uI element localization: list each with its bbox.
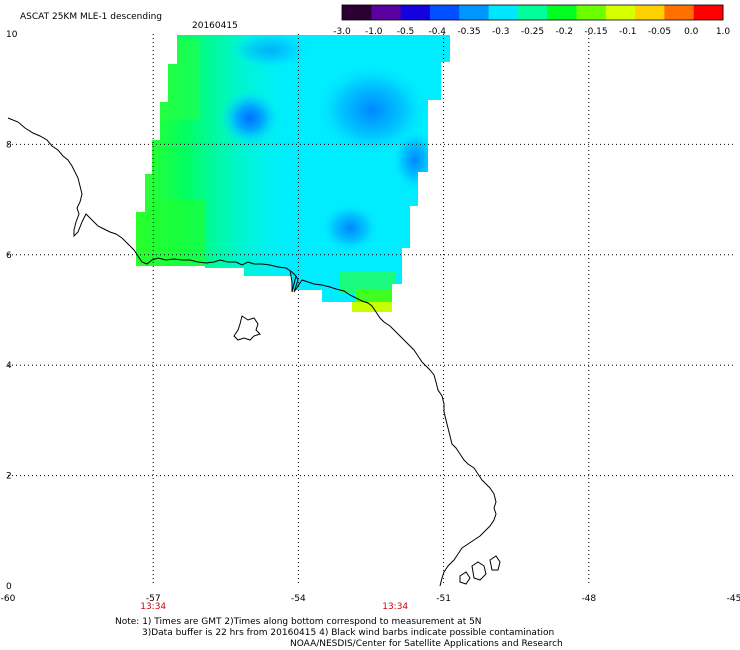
pass-time-label: 13:34 — [140, 602, 166, 612]
coastline-amazon-shoal-2 — [489, 555, 501, 571]
colorbar-swatch — [429, 5, 460, 20]
coastline-main — [7, 117, 497, 587]
pass-time-label: 13:34 — [382, 602, 408, 612]
note-line-1: Note: 1) Times are GMT 2)Times along bot… — [115, 617, 482, 627]
y-tick-label: 2 — [6, 472, 12, 482]
coastline — [7, 117, 501, 587]
figure-title: ASCAT 25KM MLE-1 descending — [20, 12, 162, 22]
y-tick-label: 4 — [6, 361, 12, 371]
colorbar-swatch — [635, 5, 665, 20]
colorbar-swatch — [605, 5, 636, 20]
colorbar-tick-label: -0.1 — [619, 27, 637, 37]
colorbar-swatch — [693, 5, 724, 20]
colorbar-tick-label: 0.0 — [684, 27, 699, 37]
colorbar-frame — [341, 4, 724, 21]
figure-date: 20160415 — [192, 21, 238, 31]
colorbar-swatch — [664, 5, 695, 20]
x-tick-label: -45 — [727, 594, 740, 604]
coastline-river-mouth — [289, 269, 297, 293]
colorbar: -3.0 -1.0 -0.5 -0.4 -0.35 -0.3 -0.25 -0.2 -0.15 -… — [333, 4, 731, 37]
colorbar-tick-label: -0.25 — [521, 27, 544, 37]
lat-lon-grid — [8, 34, 734, 586]
x-tick-label: -60 — [1, 594, 16, 604]
x-tick-label: -51 — [436, 594, 451, 604]
colorbar-swatch — [576, 5, 607, 20]
coastline-amazon-shoal-3 — [459, 571, 471, 585]
colorbar-tick-label: -0.5 — [397, 27, 415, 37]
note-line-2: 3)Data buffer is 22 hrs from 20160415 4)… — [142, 628, 554, 638]
colorbar-tick-label: -0.3 — [492, 27, 510, 37]
y-tick-label: 0 — [6, 582, 12, 592]
colorbar-tick-label: -0.15 — [584, 27, 607, 37]
x-tick-label: -54 — [291, 594, 306, 604]
colorbar-swatch — [459, 5, 490, 20]
colorbar-swatch — [488, 5, 519, 20]
colorbar-swatch — [342, 5, 372, 20]
colorbar-swatch — [517, 5, 548, 20]
colorbar-swatch — [547, 5, 577, 20]
note-line-3: NOAA/NESDIS/Center for Satellite Applica… — [290, 639, 563, 649]
colorbar-tick-label: -0.05 — [648, 27, 671, 37]
colorbar-tick-label: -3.0 — [333, 27, 351, 37]
coastline-island — [233, 315, 261, 341]
x-tick-label: -48 — [581, 594, 596, 604]
pass-times: 13:34 13:34 — [140, 602, 408, 612]
x-axis-ticks: -60 -57 -54 -51 -48 -45 — [1, 594, 740, 604]
y-tick-label: 10 — [6, 30, 18, 40]
colorbar-tick-label: -0.2 — [555, 27, 573, 37]
coastline-amazon-shoal-1 — [471, 561, 487, 581]
colorbar-tick-label: -1.0 — [365, 27, 383, 37]
y-axis-ticks: 0 2 4 6 8 10 — [6, 30, 18, 592]
y-tick-label: 6 — [6, 251, 12, 261]
colorbar-tick-label: -0.4 — [428, 27, 446, 37]
x-tick-label: -57 — [146, 594, 161, 604]
colorbar-tick-label: 1.0 — [716, 27, 731, 37]
colorbar-swatch — [400, 5, 431, 20]
colorbar-tick-label: -0.35 — [457, 27, 480, 37]
colorbar-swatch — [371, 5, 402, 20]
data-swath — [136, 35, 450, 312]
y-tick-label: 8 — [6, 140, 12, 150]
